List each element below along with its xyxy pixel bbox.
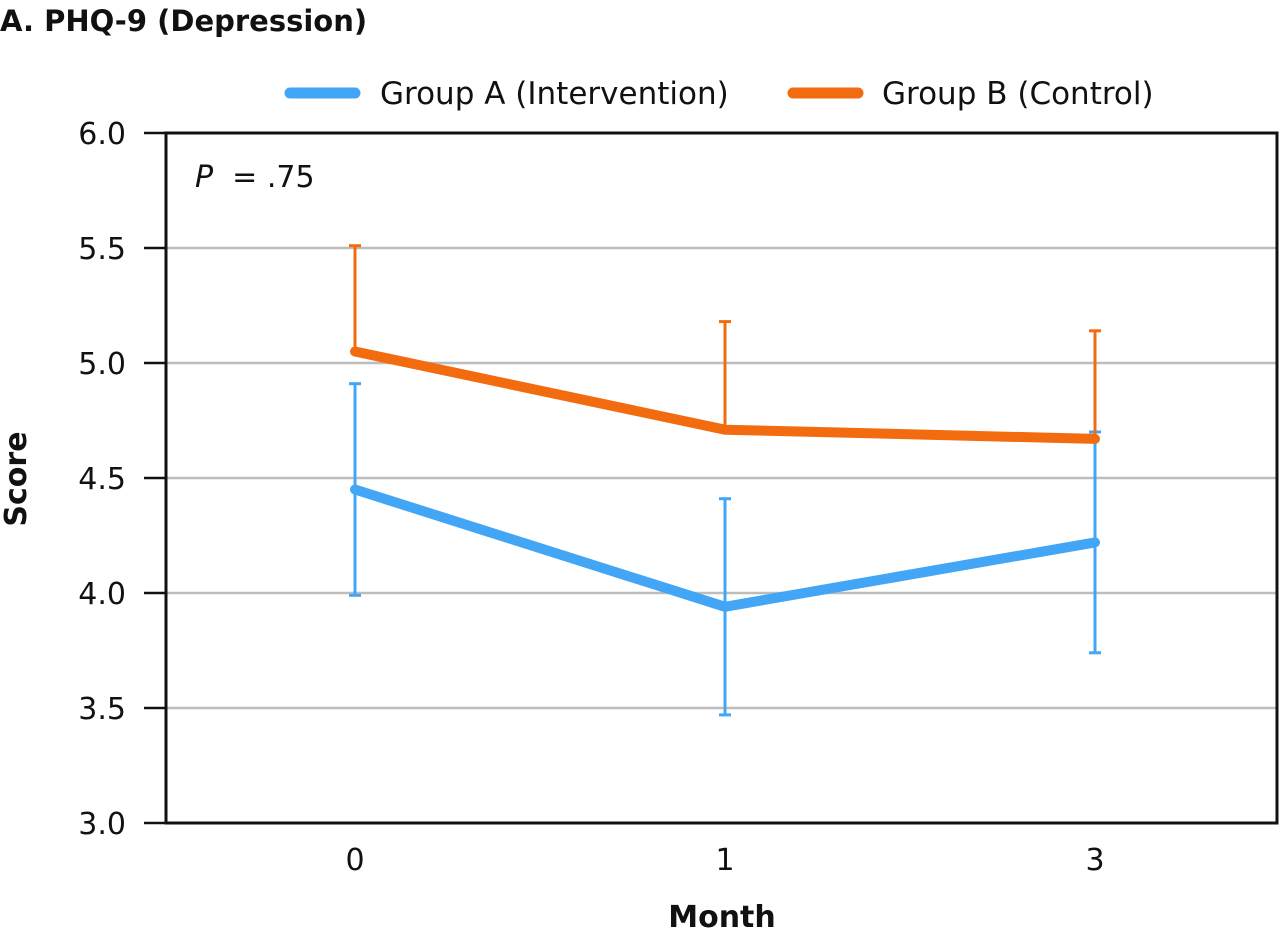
y-tick-label: 4.5 <box>78 462 126 497</box>
legend-label: Group A (Intervention) <box>380 76 729 112</box>
x-tick-label: 0 <box>345 843 364 878</box>
x-tick-label: 3 <box>1085 843 1104 878</box>
legend-label: Group B (Control) <box>882 76 1154 112</box>
y-axis-title: Score <box>0 431 34 526</box>
error-bars <box>349 244 1101 717</box>
series-line-group-b <box>350 346 1100 444</box>
chart-title: A. PHQ-9 (Depression) <box>0 4 367 38</box>
p-value-text: = .75 <box>223 160 315 195</box>
p-value-annotation: P = .75 <box>195 160 315 195</box>
x-axis-title: Month <box>668 900 776 929</box>
y-tick-label: 3.5 <box>78 692 126 727</box>
series-line-group-a <box>350 484 1100 612</box>
y-tick-label: 4.0 <box>78 577 126 612</box>
legend: Group A (Intervention) Group B (Control) <box>284 76 1154 112</box>
gridlines <box>166 246 1277 710</box>
y-tick-label: 5.5 <box>78 232 126 267</box>
x-tick-label: 1 <box>715 843 734 878</box>
y-tick-label: 3.0 <box>78 807 126 842</box>
p-value-symbol: P <box>195 160 214 195</box>
x-axis-ticks: 0 1 3 <box>345 843 1104 878</box>
y-tick-label: 6.0 <box>78 117 126 152</box>
y-tick-label: 5.0 <box>78 347 126 382</box>
y-axis-ticks: 3.0 3.5 4.0 4.5 5.0 5.5 6.0 <box>78 117 166 842</box>
series-lines <box>350 346 1100 612</box>
